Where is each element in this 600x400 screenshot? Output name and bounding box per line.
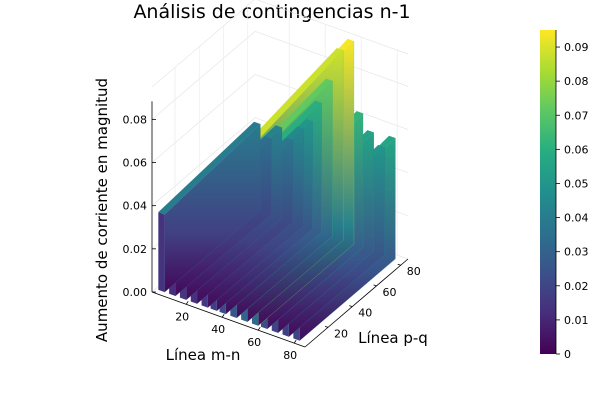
colorbar: 0 0.01 0.02 0.03 0.04 0.05 0.06 0.07 0.08 0.09 xyxy=(540,30,589,361)
chart-title: Análisis de contingencias n-1 xyxy=(133,1,410,23)
y-tick xyxy=(373,284,377,287)
y-tick-label: 20 xyxy=(334,327,348,340)
z-tick-label: 0.02 xyxy=(123,243,148,256)
x-axis-title: Línea m-n xyxy=(166,346,241,364)
grid-line xyxy=(151,30,409,120)
y-tick-label: 40 xyxy=(358,307,372,320)
y-tick xyxy=(349,305,353,308)
z-tick-label: 0.04 xyxy=(123,200,148,213)
colorbar-tick-label: 0 xyxy=(564,348,571,361)
y-tick xyxy=(397,263,401,266)
x-tick-label: 40 xyxy=(211,323,225,336)
colorbar-tick-label: 0.06 xyxy=(564,143,589,156)
z-tick-label: 0.00 xyxy=(123,286,148,299)
x-tick xyxy=(185,301,189,305)
z-tick-label: 0.08 xyxy=(123,113,148,126)
y-axis-line xyxy=(304,258,409,348)
axes: 0.00 0.02 0.04 0.06 0.08 20 40 60 80 20 40 60 80 xyxy=(123,101,421,362)
colorbar-tick-label: 0.09 xyxy=(564,41,589,54)
grid-line xyxy=(151,74,409,163)
colorbar-tick-label: 0.04 xyxy=(564,212,589,225)
colorbar-gradient xyxy=(540,30,556,354)
grid-line xyxy=(151,0,409,88)
colorbar-tick-label: 0.08 xyxy=(564,75,589,88)
x-tick xyxy=(257,326,261,331)
surface-ridges xyxy=(158,38,396,341)
y-axis-title: Línea p-q xyxy=(358,329,428,347)
y-tick xyxy=(324,325,329,328)
colorbar-tick-label: 0.01 xyxy=(564,314,589,327)
x-tick xyxy=(221,314,225,318)
z-axis-title: Aumento de corriente en magnitud xyxy=(93,78,111,342)
x-tick-label: 60 xyxy=(247,336,261,349)
x-tick-label: 80 xyxy=(283,349,297,362)
x-tick xyxy=(293,339,297,344)
colorbar-tick-label: 0.07 xyxy=(564,109,589,122)
z-tick-label: 0.06 xyxy=(123,157,148,170)
ridge-top xyxy=(241,47,344,151)
y-tick-label: 60 xyxy=(382,286,396,299)
x-tick-label: 20 xyxy=(175,310,189,323)
y-tick-label: 80 xyxy=(407,265,421,278)
colorbar-tick-label: 0.02 xyxy=(564,280,589,293)
x-axis-line xyxy=(151,291,306,348)
colorbar-tick-label: 0.03 xyxy=(564,246,589,259)
ridge-top xyxy=(158,121,261,215)
colorbar-tick-label: 0.05 xyxy=(564,177,589,190)
ridge-side xyxy=(158,212,165,293)
